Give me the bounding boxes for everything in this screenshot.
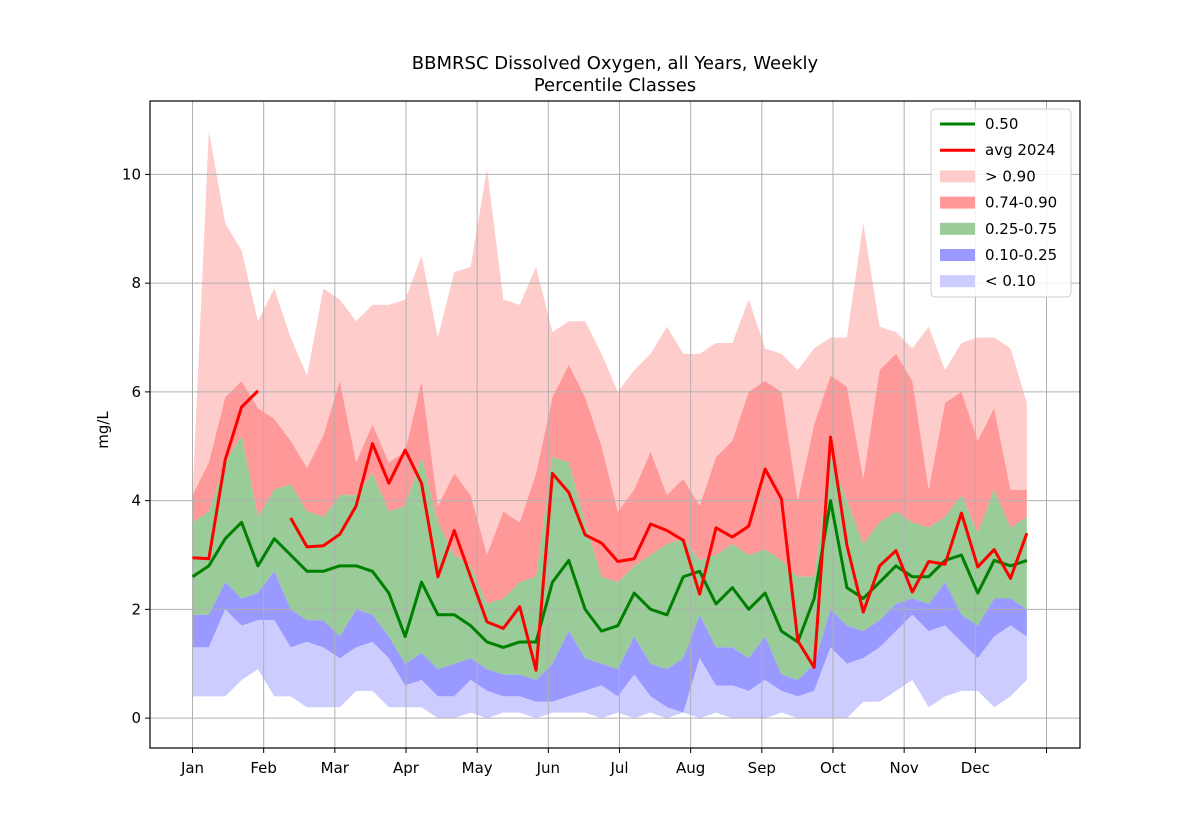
line-avg-2024 xyxy=(192,389,1029,672)
y-axis-label: mg/L xyxy=(94,411,112,449)
chart-title-line-2: Percentile Classes xyxy=(534,75,696,96)
x-tick-label: Dec xyxy=(961,759,990,777)
x-tick-label: Oct xyxy=(820,759,846,777)
legend-swatch-band xyxy=(940,249,975,261)
legend-entry-label: > 0.90 xyxy=(985,167,1036,185)
chart-title-line-1: BBMRSC Dissolved Oxygen, all Years, Week… xyxy=(412,53,819,74)
x-tick-label: Apr xyxy=(393,759,420,777)
band--0-10 xyxy=(192,609,1027,719)
legend-swatch-band xyxy=(940,170,975,183)
band--0-90 xyxy=(192,130,1027,555)
legend: 0.50 avg 2024 > 0.90 0.74-0.90 0.25-0.75 0.10… xyxy=(930,108,1072,298)
band-0-10-0-25 xyxy=(192,571,1027,713)
band-0-74-0-90 xyxy=(192,353,1027,604)
legend-entry-label: 0.10-0.25 xyxy=(985,246,1057,264)
x-tick-label: Jan xyxy=(180,759,204,777)
x-tick-label: Nov xyxy=(890,759,919,777)
x-tick-label: Mar xyxy=(321,759,350,777)
y-tick-label: 4 xyxy=(131,492,141,510)
y-tick-label: 0 xyxy=(131,709,141,727)
y-tick-label: 6 xyxy=(131,383,141,401)
legend-swatch-band xyxy=(940,275,975,288)
legend-entry-label: 0.74-0.90 xyxy=(985,194,1057,212)
y-tick-label: 8 xyxy=(131,274,141,292)
legend-swatch-band xyxy=(940,196,975,209)
legend-swatch-band xyxy=(940,222,975,235)
y-tick-label: 2 xyxy=(131,600,141,618)
axes: 0 2 4 6 8 10 Jan Feb Mar Apr May Jun Jul Aug Sep Oct Nov… xyxy=(122,100,1081,777)
x-tick-label: Jun xyxy=(536,759,560,777)
x-tick-label: Aug xyxy=(676,759,705,777)
x-tick-label: Feb xyxy=(250,759,277,777)
series-lines xyxy=(191,389,1029,672)
legend-entry-label: 0.25-0.75 xyxy=(985,220,1057,238)
x-tick-label: Jul xyxy=(609,759,628,777)
x-tick-label: May xyxy=(462,759,493,777)
plot-frame xyxy=(149,100,1081,749)
legend-entry-label: avg 2024 xyxy=(985,141,1056,159)
legend-entry-label: 0.50 xyxy=(985,115,1018,133)
line-0-50 xyxy=(191,499,1028,649)
x-tick-label: Sep xyxy=(748,759,776,777)
legend-entry-label: < 0.10 xyxy=(985,272,1036,290)
y-tick-label: 10 xyxy=(122,165,141,183)
